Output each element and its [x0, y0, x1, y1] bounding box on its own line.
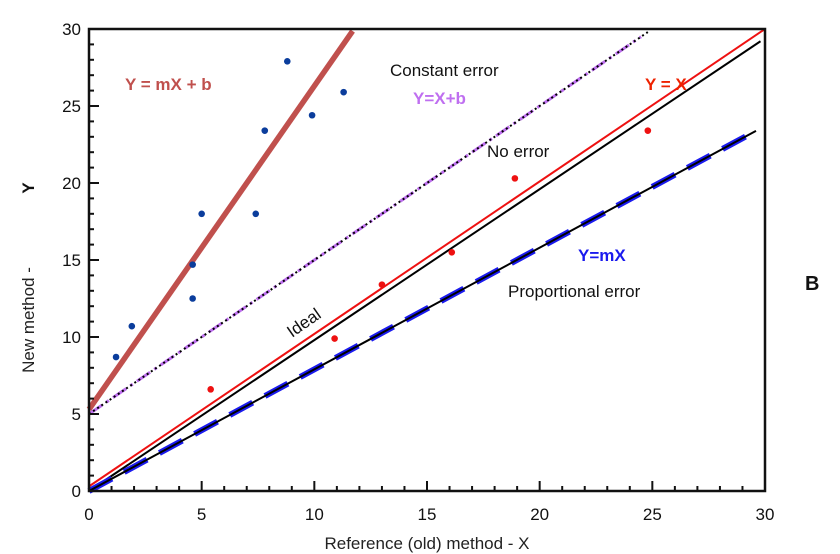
axis-ticks: 0 5 10 15 20 25 30 0 5 10 15 20 25 30 — [62, 20, 774, 524]
data-point — [198, 210, 205, 218]
data-point — [189, 295, 196, 302]
annotation-constant-error: Constant error — [390, 61, 499, 80]
y-tick-label: 10 — [62, 328, 81, 347]
y-tick-label: 20 — [62, 174, 81, 193]
x-tick-label: 15 — [418, 505, 437, 524]
x-axis-label: Reference (old) method - X — [324, 534, 529, 553]
y-tick-label: 15 — [62, 251, 81, 270]
y-tick-label: 30 — [62, 20, 81, 39]
data-point — [378, 281, 386, 288]
annotation-no-error: No error — [487, 142, 550, 161]
line-y-x-b — [88, 35, 642, 416]
x-tick-label: 5 — [197, 505, 206, 524]
y-tick-label: 5 — [72, 405, 81, 424]
line-y-mx-b — [86, 29, 355, 411]
x-tick-label: 30 — [756, 505, 775, 524]
x-tick-label: 10 — [305, 505, 324, 524]
data-point — [511, 175, 519, 182]
line-proportional-error — [88, 130, 757, 492]
annotation-proportional-error: Proportional error — [508, 282, 641, 301]
line-y-x — [88, 28, 766, 488]
y-tick-label: 0 — [72, 482, 81, 501]
data-point — [112, 353, 120, 361]
x-tick-label: 25 — [643, 505, 662, 524]
data-point — [308, 111, 316, 119]
annotation-ideal: Ideal — [283, 305, 324, 342]
data-point — [128, 322, 136, 330]
data-point — [261, 127, 269, 134]
y-axis-variable: Y — [19, 182, 38, 194]
data-point — [340, 88, 347, 96]
data-point — [283, 58, 291, 65]
y-axis-label: New method - — [19, 267, 38, 373]
annotation-y-mx: Y=mX — [578, 246, 626, 265]
annotation-y-x: Y = X — [645, 75, 687, 94]
x-tick-label: 20 — [530, 505, 549, 524]
data-point — [207, 386, 214, 393]
annotation-y-mx-b: Y = mX + b — [125, 75, 212, 94]
data-point — [644, 127, 652, 134]
line-ideal — [88, 40, 762, 492]
data-point — [189, 261, 196, 268]
data-point — [252, 210, 260, 218]
y-tick-label: 25 — [62, 97, 81, 116]
annotation-y-x-b: Y=X+b — [413, 89, 466, 108]
x-tick-label: 0 — [84, 505, 93, 524]
panel-label: B — [805, 273, 819, 295]
regression-lines — [86, 28, 766, 494]
data-points — [112, 58, 652, 393]
data-point — [448, 249, 456, 256]
data-point — [331, 335, 338, 342]
